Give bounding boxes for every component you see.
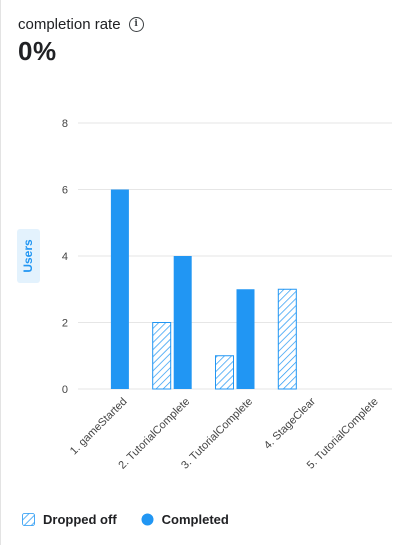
- y-tick-label: 2: [62, 318, 68, 330]
- y-tick-label: 4: [62, 251, 68, 263]
- y-axis-label: Users: [17, 229, 40, 283]
- y-tick-label: 6: [62, 185, 68, 197]
- legend-label-dropped: Dropped off: [43, 512, 117, 527]
- metric-title: completion rate: [18, 16, 121, 33]
- x-tick-label: 4. StageClear: [262, 395, 318, 451]
- bar-completed[interactable]: [110, 189, 129, 390]
- bar-completed[interactable]: [236, 289, 255, 389]
- y-tick-label: 0: [62, 384, 68, 396]
- bar-completed[interactable]: [173, 256, 192, 389]
- grid-lines: [78, 122, 392, 390]
- metric-header: completion rate i 0%: [18, 16, 144, 67]
- y-axis-ticks: 0 2 4 6 8: [62, 118, 68, 396]
- metric-value: 0%: [18, 36, 57, 66]
- x-tick-label: 1. gameStarted: [68, 396, 130, 458]
- x-tick-label: 5. TutorialComplete: [305, 396, 381, 472]
- bar-dropped-off[interactable]: [277, 288, 297, 390]
- y-tick-label: 8: [62, 118, 68, 130]
- legend-item-completed[interactable]: Completed: [141, 512, 229, 527]
- y-axis-label-text: Users: [21, 239, 35, 273]
- panel-border: [0, 0, 1, 545]
- bars: [110, 189, 297, 390]
- x-tick-label: 3. TutorialComplete: [179, 396, 255, 472]
- info-icon[interactable]: i: [128, 17, 144, 32]
- chart-legend: Dropped off Completed: [22, 512, 253, 527]
- bar-dropped-off[interactable]: [215, 355, 234, 390]
- solid-circle-icon: [141, 513, 154, 526]
- hatched-swatch-icon: [22, 513, 35, 526]
- legend-item-dropped[interactable]: Dropped off: [22, 512, 117, 527]
- bar-dropped-off[interactable]: [152, 322, 172, 390]
- legend-label-completed: Completed: [161, 512, 229, 527]
- y-axis-label-bg: [17, 229, 40, 283]
